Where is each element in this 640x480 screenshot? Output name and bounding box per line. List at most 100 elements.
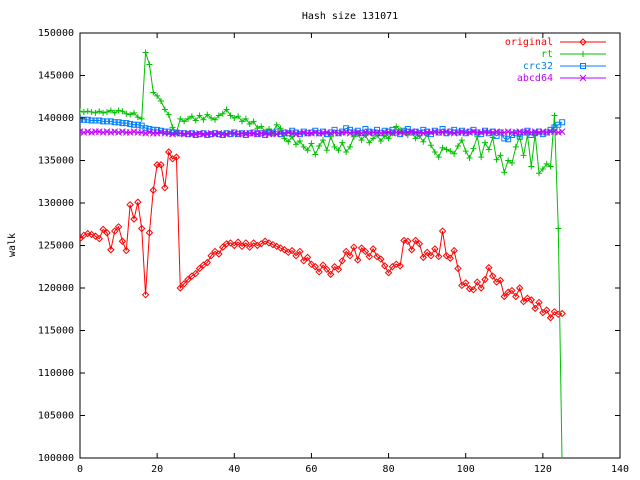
point-marker: [242, 130, 250, 138]
point-marker: [323, 147, 330, 154]
point-marker: [354, 256, 362, 264]
point-marker: [454, 264, 462, 273]
y-tick-label: 115000: [38, 326, 74, 337]
point-marker: [142, 49, 149, 56]
point-marker: [489, 129, 497, 136]
series-line: [80, 150, 563, 319]
point-marker: [134, 198, 142, 206]
point-marker: [273, 121, 280, 128]
point-marker: [288, 246, 296, 255]
point-marker: [91, 232, 100, 240]
point-marker: [450, 246, 458, 255]
point-marker: [111, 227, 119, 235]
point-marker: [501, 135, 508, 142]
point-marker: [196, 129, 203, 137]
point-marker: [466, 129, 473, 136]
point-marker: [165, 111, 172, 118]
point-marker: [165, 148, 173, 156]
point-marker: [323, 265, 331, 274]
point-marker: [246, 243, 254, 251]
point-marker: [165, 129, 173, 137]
point-marker: [88, 109, 95, 116]
point-marker: [335, 147, 342, 154]
point-marker: [281, 135, 288, 142]
point-marker: [331, 143, 338, 150]
point-marker: [385, 129, 392, 136]
point-marker: [323, 129, 331, 136]
point-marker: [512, 129, 520, 136]
point-marker: [80, 109, 87, 116]
point-marker: [431, 128, 439, 135]
point-marker: [285, 138, 292, 145]
point-marker: [427, 251, 435, 260]
point-marker: [138, 224, 146, 233]
x-tick-label: 60: [305, 464, 317, 475]
point-marker: [203, 258, 211, 267]
point-marker: [103, 128, 111, 135]
point-marker: [420, 138, 427, 145]
point-marker: [269, 129, 277, 137]
point-marker: [462, 279, 470, 287]
x-tick-label: 0: [77, 464, 83, 475]
point-marker: [192, 117, 199, 124]
point-marker: [539, 166, 546, 172]
point-marker: [505, 157, 512, 164]
point-marker: [427, 129, 435, 136]
point-marker: [80, 108, 83, 115]
point-marker: [431, 245, 439, 253]
point-marker: [95, 234, 103, 243]
legend-marker: [579, 38, 587, 46]
point-marker: [496, 276, 505, 285]
y-tick-label: 105000: [38, 411, 74, 422]
point-marker: [276, 244, 285, 252]
point-marker: [535, 298, 543, 307]
point-marker: [177, 115, 184, 122]
point-marker: [400, 129, 408, 137]
point-marker: [477, 284, 485, 292]
point-marker: [215, 129, 223, 137]
point-marker: [528, 163, 535, 170]
point-marker: [266, 126, 272, 133]
point-marker: [84, 128, 92, 135]
point-marker: [188, 113, 195, 120]
point-marker: [277, 125, 284, 132]
point-marker: [234, 238, 242, 246]
point-marker: [451, 150, 458, 157]
x-tick-label: 80: [383, 464, 395, 475]
point-marker: [296, 137, 303, 144]
point-marker: [92, 109, 99, 116]
point-marker: [404, 129, 412, 136]
point-marker: [493, 128, 500, 135]
point-marker: [122, 246, 130, 255]
point-marker: [184, 275, 192, 284]
point-marker: [219, 132, 226, 138]
point-marker: [118, 237, 127, 245]
point-marker: [462, 130, 469, 137]
point-marker: [115, 119, 122, 126]
point-marker: [195, 264, 204, 273]
point-marker: [412, 135, 419, 142]
point-marker: [208, 115, 215, 121]
point-marker: [280, 246, 289, 254]
point-marker: [292, 130, 300, 138]
point-marker: [184, 129, 192, 137]
point-marker: [431, 149, 438, 155]
point-marker: [404, 237, 412, 245]
point-marker: [307, 260, 316, 268]
point-marker: [473, 278, 481, 286]
point-marker: [485, 130, 492, 137]
point-marker: [300, 143, 307, 150]
point-marker: [223, 130, 230, 138]
point-marker: [249, 239, 258, 247]
point-marker: [392, 260, 400, 268]
point-marker: [88, 129, 95, 136]
legend-label: original: [505, 37, 553, 48]
point-marker: [107, 129, 115, 136]
point-marker: [551, 124, 558, 131]
point-marker: [269, 240, 277, 249]
point-marker: [84, 229, 92, 238]
point-marker: [466, 154, 473, 161]
y-tick-label: 150000: [38, 28, 74, 39]
point-marker: [481, 128, 489, 135]
